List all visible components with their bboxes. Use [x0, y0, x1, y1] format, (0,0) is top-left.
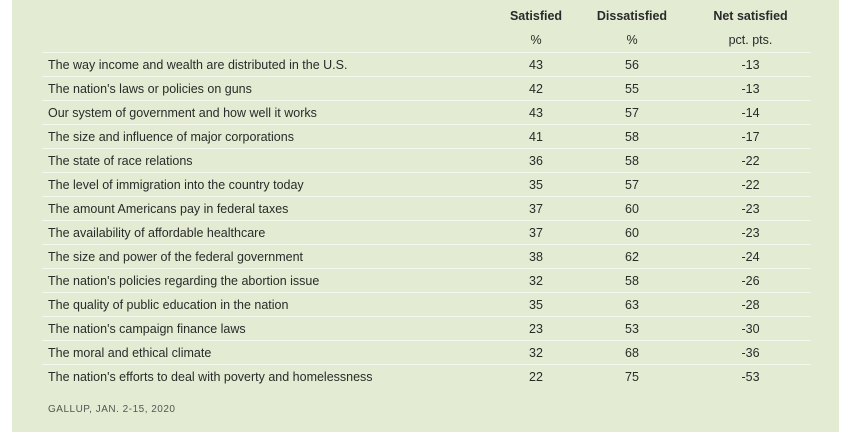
table-row: The nation's campaign finance laws 23 53 -3… — [42, 316, 811, 341]
header-units-topic — [42, 28, 498, 53]
row-label: The quality of public education in the n… — [42, 292, 498, 317]
net-satisfied-value: -26 — [690, 268, 811, 293]
table-row: The state of race relations 36 58 -22 — [42, 148, 811, 173]
table-row: The nation's laws or policies on guns 42 5… — [42, 76, 811, 101]
dissatisfied-value: 53 — [574, 316, 690, 341]
table-body: The way income and wealth are distribute… — [42, 52, 811, 388]
header-net-unit: pct. pts. — [728, 33, 773, 47]
dissatisfied-value: 58 — [574, 268, 690, 293]
table-row: The nation's efforts to deal with povert… — [42, 364, 811, 388]
net-satisfied-value: -14 — [690, 100, 811, 125]
row-label: The state of race relations — [42, 148, 498, 173]
row-label: The moral and ethical climate — [42, 340, 498, 365]
satisfied-value: 36 — [498, 148, 574, 173]
table-row: The way income and wealth are distribute… — [42, 52, 811, 77]
row-label: The nation's campaign finance laws — [42, 316, 498, 341]
header-units-row: % % pct. pts. — [42, 28, 811, 53]
dissatisfied-value: 63 — [574, 292, 690, 317]
row-label: The nation's efforts to deal with povert… — [42, 364, 498, 388]
header-net-satisfied: Net satisfied — [713, 9, 788, 23]
satisfied-value: 22 — [498, 364, 574, 388]
satisfied-value: 38 — [498, 244, 574, 269]
net-satisfied-value: -23 — [690, 220, 811, 245]
dissatisfied-value: 68 — [574, 340, 690, 365]
dissatisfied-value: 57 — [574, 100, 690, 125]
row-label: Our system of government and how well it… — [42, 100, 498, 125]
satisfied-value: 23 — [498, 316, 574, 341]
row-label: The nation's policies regarding the abor… — [42, 268, 498, 293]
dissatisfied-value: 60 — [574, 220, 690, 245]
satisfied-value: 35 — [498, 172, 574, 197]
row-label: The amount Americans pay in federal taxe… — [42, 196, 498, 221]
dissatisfied-value: 55 — [574, 76, 690, 101]
row-label: The size and influence of major corporat… — [42, 124, 498, 149]
row-label: The availability of affordable healthcar… — [42, 220, 498, 245]
source-note: GALLUP, JAN. 2-15, 2020 — [48, 404, 176, 415]
header-row: Satisfied Dissatisfied Net satisfied — [42, 4, 811, 28]
net-satisfied-value: -36 — [690, 340, 811, 365]
header-dissatisfied: Dissatisfied — [596, 9, 668, 23]
net-satisfied-value: -22 — [690, 148, 811, 173]
row-label: The size and power of the federal govern… — [42, 244, 498, 269]
satisfied-value: 43 — [498, 100, 574, 125]
net-satisfied-value: -53 — [690, 364, 811, 388]
table-row: The size and influence of major corporat… — [42, 124, 811, 149]
satisfaction-table: Satisfied Dissatisfied Net satisfied % %… — [42, 4, 811, 388]
satisfied-value: 32 — [498, 268, 574, 293]
table-row: The amount Americans pay in federal taxe… — [42, 196, 811, 221]
satisfied-value: 42 — [498, 76, 574, 101]
dissatisfied-value: 57 — [574, 172, 690, 197]
dissatisfied-value: 58 — [574, 148, 690, 173]
satisfied-value: 41 — [498, 124, 574, 149]
net-satisfied-value: -28 — [690, 292, 811, 317]
satisfied-value: 32 — [498, 340, 574, 365]
satisfied-value: 37 — [498, 220, 574, 245]
table-row: The nation's policies regarding the abor… — [42, 268, 811, 293]
net-satisfied-value: -24 — [690, 244, 811, 269]
dissatisfied-value: 60 — [574, 196, 690, 221]
header-satisfied: Satisfied — [509, 9, 563, 23]
net-satisfied-value: -23 — [690, 196, 811, 221]
dissatisfied-value: 58 — [574, 124, 690, 149]
table-row: The quality of public education in the n… — [42, 292, 811, 317]
table-row: Our system of government and how well it… — [42, 100, 811, 125]
table-row: The availability of affordable healthcar… — [42, 220, 811, 245]
satisfied-value: 37 — [498, 196, 574, 221]
header-topic — [42, 4, 498, 28]
dissatisfied-value: 75 — [574, 364, 690, 388]
header-dissatisfied-unit: % — [626, 33, 638, 47]
net-satisfied-value: -17 — [690, 124, 811, 149]
net-satisfied-value: -22 — [690, 172, 811, 197]
row-label: The way income and wealth are distribute… — [42, 52, 498, 77]
satisfied-value: 35 — [498, 292, 574, 317]
net-satisfied-value: -30 — [690, 316, 811, 341]
table-row: The size and power of the federal govern… — [42, 244, 811, 269]
table-row: The moral and ethical climate 32 68 -36 — [42, 340, 811, 365]
net-satisfied-value: -13 — [690, 76, 811, 101]
dissatisfied-value: 62 — [574, 244, 690, 269]
satisfied-value: 43 — [498, 52, 574, 77]
table-row: The level of immigration into the countr… — [42, 172, 811, 197]
net-satisfied-value: -13 — [690, 52, 811, 77]
row-label: The nation's laws or policies on guns — [42, 76, 498, 101]
row-label: The level of immigration into the countr… — [42, 172, 498, 197]
header-satisfied-unit: % — [530, 33, 542, 47]
table-panel: Satisfied Dissatisfied Net satisfied % %… — [12, 0, 839, 432]
dissatisfied-value: 56 — [574, 52, 690, 77]
